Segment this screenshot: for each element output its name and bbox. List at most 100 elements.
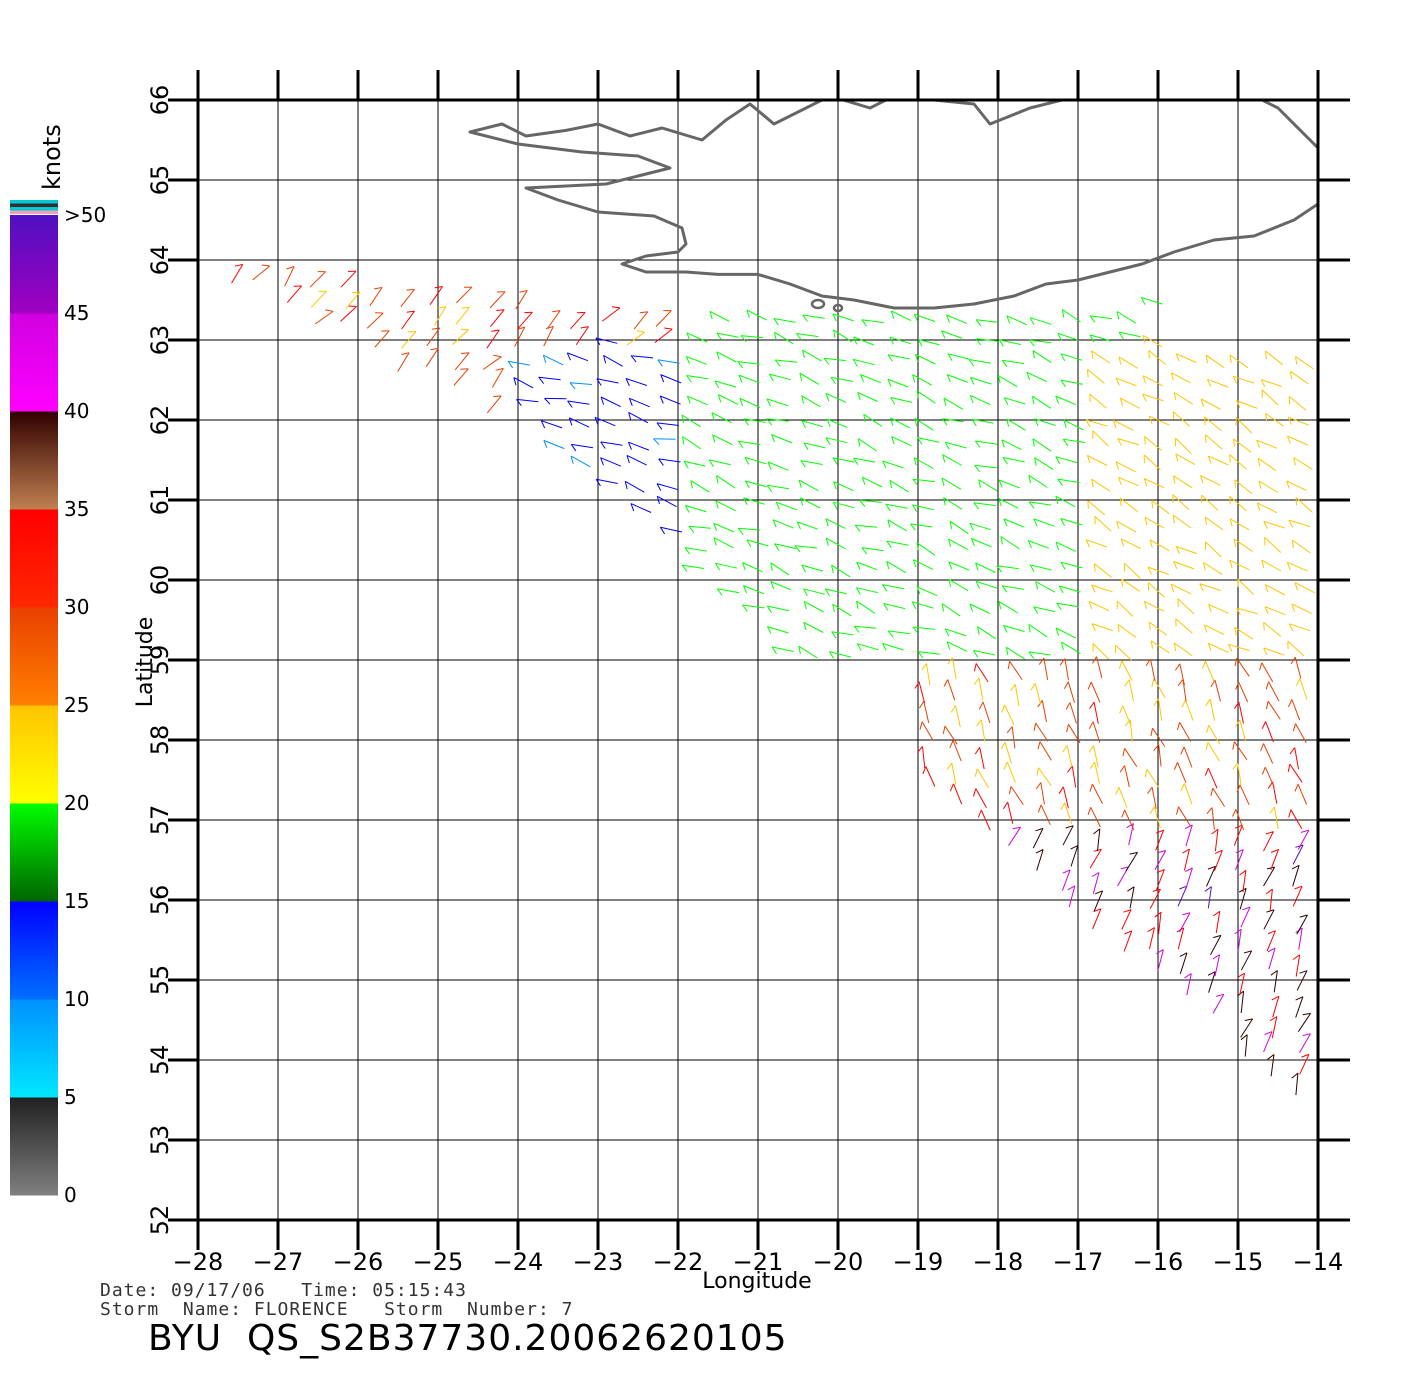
wind-barb-shaft xyxy=(833,501,855,509)
wind-barb-tick xyxy=(690,480,693,489)
wind-barb-shaft xyxy=(739,397,761,408)
wind-barb-shaft xyxy=(1060,561,1083,569)
wind-barb xyxy=(1149,539,1170,552)
wind-barb-shaft xyxy=(1256,439,1278,449)
wind-barb xyxy=(1151,499,1170,515)
wind-barb xyxy=(1063,419,1084,431)
wind-barb-shaft xyxy=(1116,600,1134,617)
wind-barb-tick xyxy=(949,521,953,530)
wind-barb-shaft xyxy=(1212,994,1225,1014)
wind-barb xyxy=(912,559,934,570)
wind-barb xyxy=(1092,430,1109,447)
wind-barb-tick xyxy=(1034,418,1039,427)
wind-barb-shaft xyxy=(915,353,936,365)
wind-barb-tick xyxy=(1299,970,1308,974)
wind-barb-shaft xyxy=(1123,930,1133,952)
wind-barb-tick xyxy=(796,333,802,341)
wind-barb-tick xyxy=(1034,457,1037,466)
wind-barb-shaft xyxy=(946,641,968,652)
wind-barb-tick xyxy=(1147,786,1153,794)
wind-barb-shaft xyxy=(1150,640,1170,654)
wind-barb-tick xyxy=(1265,681,1270,690)
wind-barb xyxy=(1295,678,1308,700)
x-tick-label: −24 xyxy=(493,1248,544,1276)
wind-barb xyxy=(740,335,764,343)
wind-barb xyxy=(1229,518,1250,531)
wind-barb xyxy=(855,587,878,595)
wind-barb-shaft xyxy=(743,585,765,595)
wind-barb xyxy=(1267,947,1276,970)
wind-barb xyxy=(832,457,855,465)
wind-barb xyxy=(713,537,734,549)
wind-barb-shaft xyxy=(883,602,906,610)
wind-barb xyxy=(1027,540,1050,549)
wind-barb-shaft xyxy=(709,310,730,322)
wind-barb xyxy=(802,588,825,597)
wind-barb-tick xyxy=(774,543,780,551)
wind-barb xyxy=(947,657,957,680)
wind-barb-shaft xyxy=(603,354,623,367)
wind-barb-shaft xyxy=(625,378,647,386)
wind-barb-tick xyxy=(507,360,514,369)
wind-barb-shaft xyxy=(1264,606,1286,616)
x-tick-label: −20 xyxy=(813,1248,864,1276)
wind-barb xyxy=(1029,317,1052,326)
wind-barb-shaft xyxy=(309,271,326,288)
wind-barb xyxy=(1155,829,1165,851)
wind-barb-shaft xyxy=(1267,700,1281,720)
wind-barb-shaft xyxy=(569,382,593,385)
wind-barb xyxy=(1124,679,1134,702)
wind-barb-shaft xyxy=(914,417,934,431)
wind-barb-tick xyxy=(801,395,804,404)
wind-barb-shaft xyxy=(686,356,708,365)
wind-barb-shaft xyxy=(1157,949,1164,972)
wind-barb xyxy=(1257,457,1277,472)
wind-barb-shaft xyxy=(742,562,763,573)
wind-barb xyxy=(491,367,504,388)
y-tick-label: 65 xyxy=(146,165,174,196)
wind-barb xyxy=(996,565,1019,573)
wind-barb xyxy=(568,417,590,428)
wind-barb-shaft xyxy=(973,502,996,507)
wind-barb xyxy=(1175,618,1193,634)
wind-barb-tick xyxy=(746,309,750,318)
wind-barb-tick xyxy=(1292,954,1300,960)
wind-barb xyxy=(882,642,904,651)
wind-barb-shaft xyxy=(656,422,679,426)
wind-barb-tick xyxy=(1123,909,1132,913)
wind-barb xyxy=(941,603,961,617)
wind-barb-shaft xyxy=(688,525,711,529)
wind-barb-tick xyxy=(656,483,662,491)
wind-barb-tick xyxy=(1028,651,1035,659)
wind-barb xyxy=(1270,848,1280,870)
wind-barb-shaft xyxy=(1089,849,1102,869)
wind-barb-shaft xyxy=(1032,350,1052,364)
wind-barb xyxy=(1207,378,1229,388)
wind-barb-shaft xyxy=(1265,350,1284,366)
wind-barb xyxy=(1295,356,1314,370)
wind-barb-shaft xyxy=(1297,829,1310,850)
wind-barb-shaft xyxy=(1152,727,1166,747)
wind-barb xyxy=(628,397,650,408)
wind-barb-shaft xyxy=(802,314,825,319)
wind-barb xyxy=(716,332,739,341)
wind-barb-tick xyxy=(1260,379,1266,388)
wind-barb-tick xyxy=(1055,541,1060,550)
wind-barb-tick xyxy=(658,458,664,466)
wind-barb-shaft xyxy=(741,335,764,339)
wind-barb-shaft xyxy=(1239,973,1246,995)
wind-barb-tick xyxy=(1143,478,1148,487)
wind-barb-shaft xyxy=(1265,584,1286,596)
wind-barb-tick xyxy=(1035,782,1042,790)
wind-barb xyxy=(1176,806,1191,826)
wind-barb xyxy=(1234,928,1242,952)
wind-barb xyxy=(1172,494,1190,510)
wind-barb-tick xyxy=(1003,518,1008,527)
wind-barb xyxy=(1117,438,1140,446)
wind-vectors xyxy=(231,263,1315,1096)
wind-barb xyxy=(1286,561,1308,572)
wind-barb xyxy=(1205,698,1216,721)
wind-barb xyxy=(1175,453,1196,466)
wind-barb-shaft xyxy=(1158,744,1162,767)
wind-barb-shaft xyxy=(1002,585,1024,590)
